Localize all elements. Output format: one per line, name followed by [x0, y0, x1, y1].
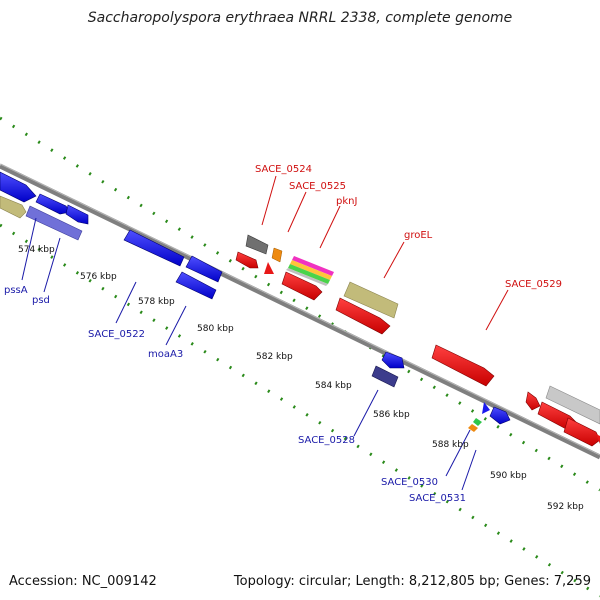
gene-block: [0, 171, 37, 203]
gene-block: [381, 351, 405, 369]
tick-label: 574 kbp: [18, 245, 55, 255]
gene-block: [185, 255, 223, 283]
gene-block: [563, 417, 600, 447]
gene-label-sace0528[interactable]: SACE_0528: [298, 435, 355, 446]
tick-label: 586 kbp: [373, 410, 410, 420]
gene-label-sace0530[interactable]: SACE_0530: [381, 477, 438, 488]
gene-label-moaa3[interactable]: moaA3: [148, 349, 183, 360]
gene-label-psd[interactable]: psd: [32, 295, 50, 306]
reverse-leader-lines: [21, 217, 477, 491]
gene-block-sace0528: [371, 365, 399, 388]
gene-block: [264, 262, 274, 274]
gene-label-pknj[interactable]: pknJ: [336, 196, 357, 207]
gene-block: [35, 193, 71, 215]
gene-block-sace0525: [271, 247, 283, 263]
forward-leader-lines: [261, 175, 509, 331]
gene-block: [65, 204, 89, 225]
gene-label-pssa[interactable]: pssA: [4, 285, 28, 296]
gene-block: [596, 434, 600, 444]
gene-label-groel[interactable]: groEL: [404, 230, 433, 241]
gene-block-sace0522: [123, 229, 185, 267]
gene-block-groel: [343, 281, 399, 319]
accession-text: Accession: NC_009142: [9, 574, 157, 589]
tick-label: 592 kbp: [547, 502, 584, 512]
tick-label: 590 kbp: [490, 471, 527, 481]
gene-label-sace0529[interactable]: SACE_0529: [505, 279, 562, 290]
gene-label-sace0522[interactable]: SACE_0522: [88, 329, 145, 340]
gene-label-sace0531[interactable]: SACE_0531: [409, 493, 466, 504]
gene-block: [235, 251, 259, 269]
gene-label-sace0525[interactable]: SACE_0525: [289, 181, 346, 192]
genome-summary-text: Topology: circular; Length: 8,212,805 bp…: [233, 574, 591, 589]
gene-block: [335, 297, 391, 335]
gene-block-pknj: [288, 264, 330, 284]
tick-label: 582 kbp: [256, 352, 293, 362]
gene-block-sace0529: [431, 344, 495, 387]
map-title: Saccharopolyspora erythraea NRRL 2338, c…: [87, 10, 513, 26]
tick-label: 578 kbp: [138, 297, 175, 307]
gene-block-pknj: [292, 256, 334, 276]
forward-strand-genes: [235, 234, 600, 447]
tick-label: 584 kbp: [315, 381, 352, 391]
gene-block-pknj: [290, 260, 332, 280]
gene-block-sace0524: [245, 234, 269, 255]
gene-block: [545, 385, 600, 425]
gene-block-sace0531: [468, 424, 478, 432]
gene-block-psd: [25, 205, 83, 241]
gene-block: [0, 195, 27, 219]
tick-label: 588 kbp: [432, 440, 469, 450]
reverse-strand-genes: [0, 171, 511, 432]
gene-block-moaa3: [175, 271, 217, 300]
gene-block-pknj: [286, 268, 328, 286]
tick-label: 580 kbp: [197, 324, 234, 334]
gene-block: [482, 402, 490, 414]
tick-label: 576 kbp: [80, 272, 117, 282]
genome-backbone: [0, 163, 600, 460]
gene-block: [281, 271, 323, 301]
gene-block: [525, 391, 541, 411]
gene-block-sace0530: [473, 418, 482, 426]
gene-block: [489, 406, 511, 425]
gene-label-sace0524[interactable]: SACE_0524: [255, 164, 312, 175]
